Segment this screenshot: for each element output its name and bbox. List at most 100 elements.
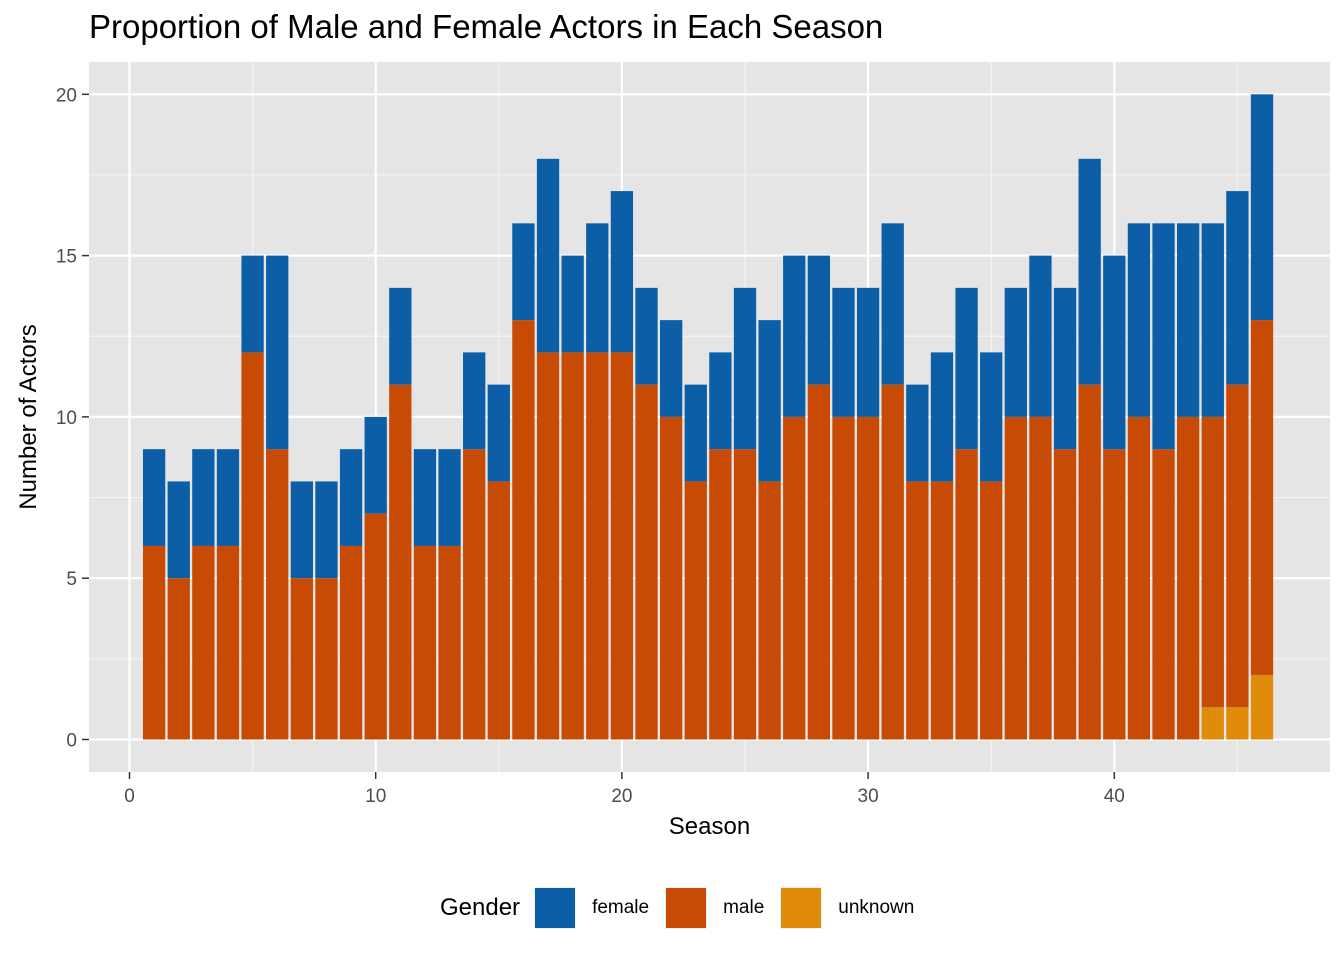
x-axis-title: Season — [669, 813, 750, 840]
bar-female-season-11 — [389, 287, 412, 385]
bar-male-season-23 — [684, 481, 707, 740]
y-axis-title: Number of Actors — [15, 324, 42, 509]
bar-female-season-27 — [783, 255, 806, 417]
bar-female-season-1 — [142, 449, 166, 546]
bar-female-season-33 — [930, 352, 954, 482]
bar-male-season-43 — [1177, 416, 1200, 740]
bar-male-season-26 — [758, 481, 781, 740]
x-tick-label: 30 — [858, 786, 879, 807]
bar-female-season-21 — [635, 287, 658, 385]
bar-female-season-18 — [561, 255, 584, 353]
bar-male-season-28 — [807, 384, 831, 740]
bar-female-season-42 — [1152, 223, 1175, 450]
bar-female-season-24 — [709, 352, 732, 450]
y-axis: 0 5 10 15 20 — [56, 85, 89, 752]
bar-female-season-41 — [1127, 223, 1151, 417]
bar-male-season-4 — [216, 545, 240, 740]
bar-female-season-6 — [266, 255, 289, 450]
y-tick-label: 10 — [56, 408, 77, 429]
bar-female-season-17 — [536, 158, 560, 353]
bar-male-season-8 — [315, 578, 338, 740]
bar-unknown-season-46 — [1250, 674, 1274, 740]
bar-female-season-45 — [1226, 191, 1249, 385]
bar-male-season-46 — [1250, 320, 1274, 675]
legend-title: Gender — [440, 894, 521, 921]
bar-male-season-3 — [192, 545, 215, 740]
bar-male-season-13 — [438, 545, 461, 740]
bar-female-season-5 — [241, 255, 264, 353]
bar-male-season-36 — [1004, 416, 1027, 740]
bar-female-season-31 — [881, 223, 904, 385]
bar-female-season-37 — [1029, 255, 1052, 417]
bar-female-season-19 — [586, 223, 609, 353]
bar-male-season-9 — [339, 545, 363, 740]
bar-female-season-28 — [807, 255, 831, 385]
bar-male-season-37 — [1029, 416, 1052, 740]
bar-female-season-43 — [1177, 223, 1200, 417]
y-tick-label: 5 — [66, 569, 77, 590]
bar-unknown-season-44 — [1201, 707, 1224, 740]
bar-unknown-season-45 — [1226, 707, 1249, 740]
bar-male-season-12 — [413, 545, 437, 740]
legend-item-male: male — [665, 887, 764, 929]
bar-male-season-19 — [586, 352, 609, 740]
bar-female-season-2 — [167, 481, 190, 579]
bar-female-season-44 — [1201, 223, 1224, 417]
bar-female-season-36 — [1004, 287, 1027, 417]
bar-female-season-12 — [413, 449, 437, 546]
bar-male-season-11 — [389, 384, 412, 740]
bar-male-season-10 — [364, 513, 387, 740]
bar-male-season-5 — [241, 352, 264, 740]
bar-female-season-39 — [1078, 158, 1101, 385]
bar-male-season-30 — [856, 416, 880, 740]
legend-label-male: male — [723, 897, 765, 918]
bar-male-season-38 — [1053, 449, 1077, 740]
bar-male-season-2 — [167, 578, 190, 740]
bar-female-season-30 — [856, 287, 880, 417]
bar-female-season-20 — [610, 191, 634, 353]
bar-female-season-15 — [487, 384, 510, 482]
bar-male-season-33 — [930, 481, 954, 740]
bar-female-season-13 — [438, 449, 461, 546]
legend: Gender female male unknown — [440, 886, 930, 930]
bar-female-season-46 — [1250, 94, 1274, 321]
bar-male-season-35 — [980, 481, 1003, 740]
bar-female-season-9 — [339, 449, 363, 546]
bar-female-season-26 — [758, 320, 781, 482]
bar-male-season-15 — [487, 481, 510, 740]
x-tick-label: 0 — [124, 786, 135, 807]
bar-male-season-21 — [635, 384, 658, 740]
bar-male-season-16 — [512, 320, 535, 740]
bar-layer — [142, 94, 1274, 740]
x-tick-label: 20 — [611, 786, 632, 807]
bar-female-season-29 — [832, 287, 855, 417]
bar-male-season-40 — [1103, 449, 1126, 740]
y-tick-label: 15 — [56, 247, 77, 268]
legend-key-unknown — [780, 887, 823, 929]
bar-male-season-44 — [1201, 416, 1224, 708]
bar-male-season-22 — [659, 416, 683, 740]
bar-male-season-32 — [906, 481, 929, 740]
legend-key-female — [534, 887, 577, 929]
legend-key-male — [665, 887, 708, 929]
bar-male-season-42 — [1152, 449, 1175, 740]
chart-title: Proportion of Male and Female Actors in … — [89, 8, 884, 45]
bar-male-season-20 — [610, 352, 634, 740]
legend-label-unknown: unknown — [838, 897, 915, 918]
bar-male-season-41 — [1127, 416, 1151, 740]
bar-male-season-29 — [832, 416, 855, 740]
bar-female-season-16 — [512, 223, 535, 321]
y-tick-label: 20 — [56, 85, 77, 106]
bar-male-season-24 — [709, 449, 732, 740]
bar-female-season-7 — [290, 481, 313, 579]
y-tick-label: 0 — [66, 731, 77, 752]
bar-male-season-39 — [1078, 384, 1101, 740]
bar-female-season-10 — [364, 416, 387, 514]
bar-male-season-25 — [733, 449, 757, 740]
bar-female-season-25 — [733, 287, 757, 450]
bar-female-season-14 — [463, 352, 486, 450]
bar-male-season-31 — [881, 384, 904, 740]
bar-male-season-18 — [561, 352, 584, 740]
x-tick-label: 40 — [1104, 786, 1125, 807]
